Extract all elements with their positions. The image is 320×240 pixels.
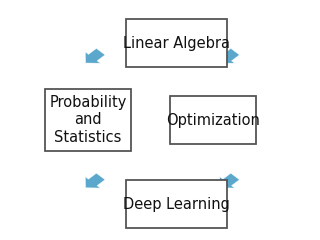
Polygon shape <box>220 173 239 188</box>
Text: Optimization: Optimization <box>166 113 260 127</box>
Text: Probability
and
Statistics: Probability and Statistics <box>49 95 127 145</box>
Polygon shape <box>220 48 239 63</box>
Polygon shape <box>85 48 105 63</box>
FancyBboxPatch shape <box>126 19 227 67</box>
Text: Linear Algebra: Linear Algebra <box>123 36 230 51</box>
FancyBboxPatch shape <box>126 180 227 228</box>
Polygon shape <box>85 173 105 188</box>
FancyBboxPatch shape <box>170 96 256 144</box>
Text: Deep Learning: Deep Learning <box>124 197 230 211</box>
FancyBboxPatch shape <box>45 89 131 151</box>
